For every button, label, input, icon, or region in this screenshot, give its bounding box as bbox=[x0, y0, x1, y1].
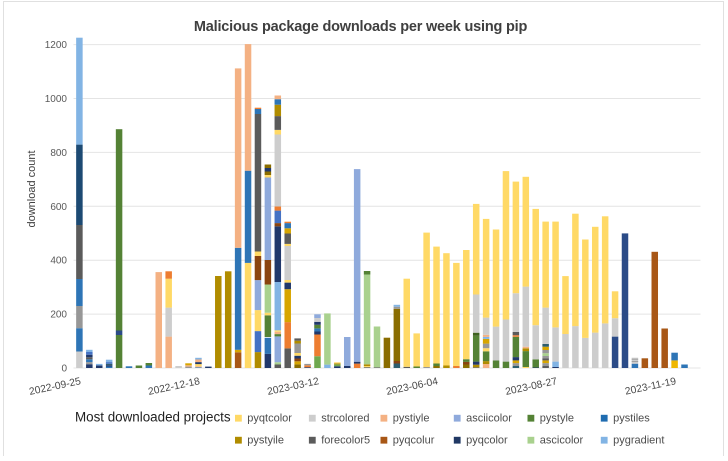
svg-text:ascicolor: ascicolor bbox=[540, 435, 584, 447]
svg-text:1200: 1200 bbox=[45, 40, 68, 51]
svg-text:pystiyle: pystiyle bbox=[393, 413, 430, 425]
svg-text:1000: 1000 bbox=[45, 94, 68, 105]
svg-text:forecolor5: forecolor5 bbox=[321, 435, 370, 447]
svg-text:pygradient: pygradient bbox=[613, 435, 664, 447]
svg-text:600: 600 bbox=[50, 202, 67, 213]
svg-text:pyqcolur: pyqcolur bbox=[393, 435, 435, 447]
svg-text:pystiles: pystiles bbox=[613, 413, 650, 425]
svg-text:asciicolor: asciicolor bbox=[466, 413, 512, 425]
svg-text:200: 200 bbox=[50, 310, 67, 321]
svg-text:800: 800 bbox=[50, 148, 67, 159]
svg-text:pystyile: pystyile bbox=[247, 435, 284, 447]
svg-text:pyqcolor: pyqcolor bbox=[466, 435, 508, 447]
svg-text:pyqtcolor: pyqtcolor bbox=[247, 413, 292, 425]
svg-text:pystyle: pystyle bbox=[540, 413, 574, 425]
svg-text:400: 400 bbox=[50, 256, 67, 267]
svg-text:strcolored: strcolored bbox=[321, 413, 369, 425]
svg-text:download count: download count bbox=[26, 150, 38, 227]
svg-text:Most downloaded projects: Most downloaded projects bbox=[75, 410, 231, 425]
svg-text:Malicious package downloads pe: Malicious package downloads per week usi… bbox=[194, 19, 528, 35]
svg-text:0: 0 bbox=[61, 364, 67, 375]
